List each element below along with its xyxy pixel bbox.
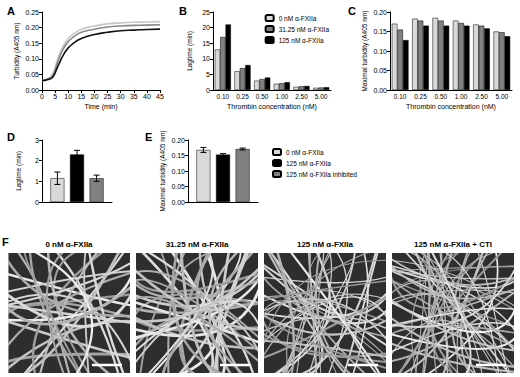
svg-text:10: 10 xyxy=(202,55,210,62)
svg-text:3: 3 xyxy=(35,137,39,144)
svg-text:0: 0 xyxy=(35,199,39,206)
svg-text:0.20: 0.20 xyxy=(171,137,185,144)
svg-text:D: D xyxy=(7,131,15,143)
svg-text:Lagtime (min): Lagtime (min) xyxy=(186,31,194,71)
svg-text:Thrombin concentration (nM): Thrombin concentration (nM) xyxy=(406,103,496,111)
svg-text:20: 20 xyxy=(202,24,210,31)
svg-text:125 nM α-FXIIa: 125 nM α-FXIIa xyxy=(297,240,354,249)
svg-text:0.20: 0.20 xyxy=(373,9,387,16)
svg-text:0.10: 0.10 xyxy=(394,93,407,100)
svg-text:Turbidity (A405 nm): Turbidity (A405 nm) xyxy=(13,23,21,80)
svg-text:45: 45 xyxy=(156,93,164,100)
svg-text:31.25 nM α-FXIIa: 31.25 nM α-FXIIa xyxy=(279,26,330,33)
svg-text:0 nM α-FXIIa: 0 nM α-FXIIa xyxy=(279,15,317,22)
svg-text:125 nM α-FXIIa: 125 nM α-FXIIa xyxy=(279,37,324,44)
svg-text:125 nM α-FXIIa + CTI: 125 nM α-FXIIa + CTI xyxy=(414,240,492,249)
svg-text:Thrombin concentration (nM): Thrombin concentration (nM) xyxy=(227,103,317,111)
svg-text:0.05: 0.05 xyxy=(373,67,387,74)
svg-text:Maximal turbidity (A405 nm): Maximal turbidity (A405 nm) xyxy=(361,11,369,92)
svg-text:1: 1 xyxy=(35,178,39,185)
svg-text:0.25: 0.25 xyxy=(414,93,427,100)
svg-text:31.25 nM α-FXIIa: 31.25 nM α-FXIIa xyxy=(166,240,229,249)
svg-text:0 nM α-FXIIa: 0 nM α-FXIIa xyxy=(45,240,93,249)
svg-text:0.10: 0.10 xyxy=(373,48,387,55)
svg-text:A: A xyxy=(7,5,15,17)
svg-text:0.00: 0.00 xyxy=(373,87,387,94)
svg-text:B: B xyxy=(179,5,187,17)
svg-text:0.50: 0.50 xyxy=(435,93,448,100)
svg-text:0.05: 0.05 xyxy=(171,183,185,190)
svg-text:C: C xyxy=(348,5,356,17)
svg-text:5.00: 5.00 xyxy=(496,93,509,100)
svg-text:35: 35 xyxy=(130,93,138,100)
svg-text:Lagtime (min): Lagtime (min) xyxy=(15,151,23,191)
svg-text:Time (min): Time (min) xyxy=(84,103,117,111)
svg-text:0.10: 0.10 xyxy=(217,93,230,100)
svg-text:15: 15 xyxy=(202,40,210,47)
svg-text:25: 25 xyxy=(202,9,210,16)
svg-text:125 nM α-FXIIa: 125 nM α-FXIIa xyxy=(286,160,331,167)
svg-text:2: 2 xyxy=(35,157,39,164)
svg-text:E: E xyxy=(145,131,152,143)
svg-text:5: 5 xyxy=(53,93,57,100)
svg-text:40: 40 xyxy=(143,93,151,100)
svg-text:F: F xyxy=(2,236,9,248)
svg-text:30: 30 xyxy=(117,93,125,100)
svg-text:1.00: 1.00 xyxy=(276,93,289,100)
svg-text:0: 0 xyxy=(206,87,210,94)
svg-text:5: 5 xyxy=(206,71,210,78)
svg-text:0.25: 0.25 xyxy=(25,9,39,16)
svg-text:0: 0 xyxy=(40,93,44,100)
svg-text:1.00: 1.00 xyxy=(455,93,468,100)
svg-text:0.10: 0.10 xyxy=(171,168,185,175)
svg-text:2.50: 2.50 xyxy=(475,93,488,100)
svg-text:5.00: 5.00 xyxy=(315,93,328,100)
svg-text:0.00: 0.00 xyxy=(25,87,39,94)
svg-text:0.20: 0.20 xyxy=(25,24,39,31)
svg-text:20: 20 xyxy=(91,93,99,100)
svg-text:0.10: 0.10 xyxy=(25,55,39,62)
svg-text:10: 10 xyxy=(64,93,72,100)
svg-text:0.05: 0.05 xyxy=(25,71,39,78)
svg-text:0.25: 0.25 xyxy=(236,93,249,100)
svg-text:0.15: 0.15 xyxy=(25,40,39,47)
svg-text:125 nM α-FXIIa inhibited: 125 nM α-FXIIa inhibited xyxy=(286,171,357,178)
svg-text:0 nM α-FXIIa: 0 nM α-FXIIa xyxy=(286,149,324,156)
svg-text:0.00: 0.00 xyxy=(171,199,185,206)
svg-text:0.50: 0.50 xyxy=(256,93,269,100)
svg-text:Maximal turbidity (A405 nm): Maximal turbidity (A405 nm) xyxy=(159,131,167,212)
svg-text:2.50: 2.50 xyxy=(295,93,308,100)
svg-text:0.15: 0.15 xyxy=(373,28,387,35)
svg-text:25: 25 xyxy=(104,93,112,100)
svg-text:0.15: 0.15 xyxy=(171,152,185,159)
svg-text:15: 15 xyxy=(77,93,85,100)
